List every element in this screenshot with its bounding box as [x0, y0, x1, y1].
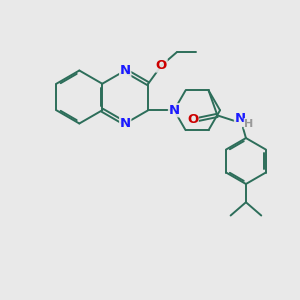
Text: N: N: [120, 117, 131, 130]
Text: H: H: [244, 118, 254, 129]
Text: O: O: [156, 59, 167, 72]
Text: N: N: [235, 112, 246, 125]
Text: O: O: [187, 113, 198, 126]
Text: N: N: [120, 64, 131, 77]
Text: N: N: [169, 104, 180, 117]
